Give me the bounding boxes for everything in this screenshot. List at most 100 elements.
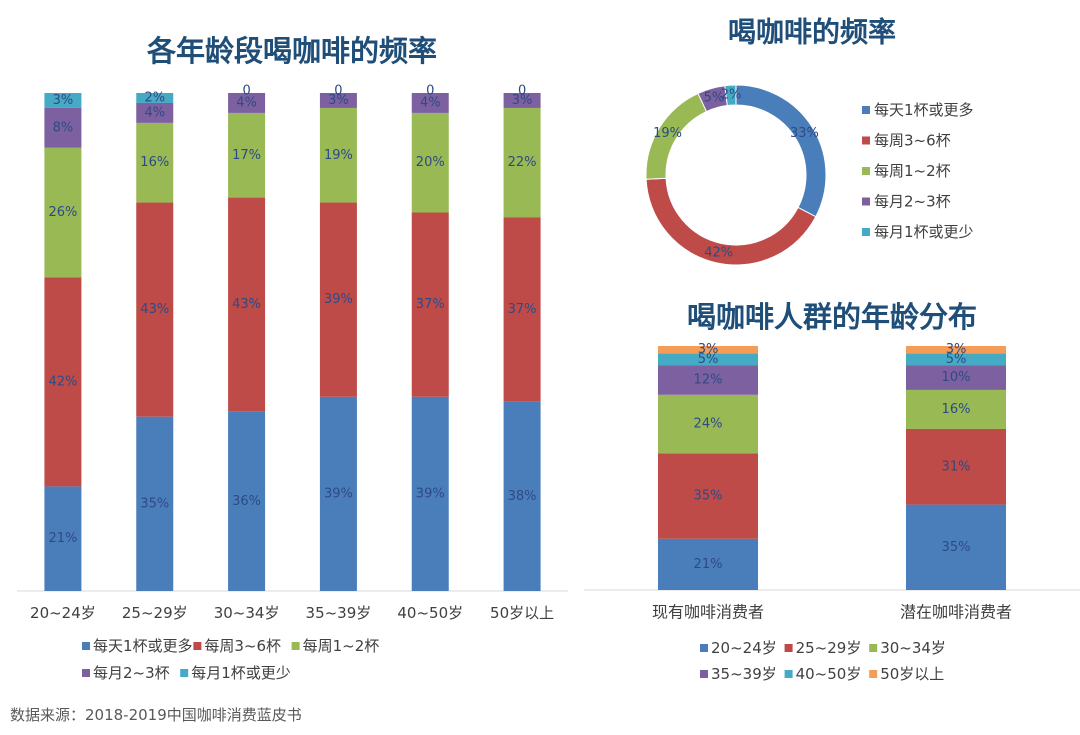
legend-label: 20~24岁: [711, 639, 777, 657]
legend-label: 每月1杯或更少: [191, 664, 291, 682]
bar-segment: [319, 93, 357, 108]
chart-title: 喝咖啡的频率: [728, 16, 896, 49]
bar-segment: [503, 217, 541, 402]
legend-label: 每月2~3杯: [93, 664, 170, 682]
bar-segment: [658, 453, 758, 539]
x-tick-label: 30~34岁: [214, 604, 280, 622]
data-label: 12%: [694, 373, 723, 388]
data-label: 21%: [694, 557, 723, 572]
data-label: 42%: [48, 374, 77, 389]
legend-label: 50岁以上: [880, 665, 944, 683]
legend-swatch: [784, 644, 793, 652]
data-label: 10%: [942, 370, 971, 385]
legend-swatch: [193, 642, 202, 650]
legend-swatch: [862, 167, 870, 175]
bar-segment: [44, 486, 82, 591]
bar-segment: [906, 504, 1006, 590]
data-label: 2%: [144, 90, 165, 105]
legend-swatch: [700, 670, 708, 678]
data-label: 39%: [416, 486, 445, 501]
bar-segment: [136, 102, 174, 123]
bar-segment: [906, 428, 1006, 505]
bar-segment: [503, 93, 541, 108]
donut-label: 42%: [704, 246, 733, 261]
data-label: 3%: [698, 342, 719, 357]
bar-segment: [503, 107, 541, 218]
data-label: 35%: [694, 489, 723, 504]
bar-segment: [319, 396, 357, 591]
legend-label: 40~50岁: [796, 665, 862, 683]
chart-title: 各年龄段喝咖啡的频率: [146, 34, 437, 68]
data-label: 20%: [416, 155, 445, 170]
x-tick-label: 20~24岁: [30, 604, 96, 622]
donut-label: 5%: [704, 91, 725, 106]
source-note: 数据来源：2018-2019中国咖啡消费蓝皮书: [10, 706, 302, 724]
bar-segment: [411, 212, 449, 397]
legend-swatch: [862, 136, 870, 145]
legend-label: 每周1~2杯: [303, 637, 380, 655]
data-label: 3%: [53, 93, 74, 108]
donut-slice: [724, 84, 737, 107]
x-tick-label: 50岁以上: [490, 604, 554, 622]
legend-label: 每周3~6杯: [204, 637, 281, 655]
legend-swatch: [862, 228, 870, 236]
data-label: 3%: [512, 93, 533, 108]
legend-label: 每周3~6杯: [874, 132, 951, 150]
legend-label: 25~29岁: [796, 639, 862, 657]
bar-segment: [906, 389, 1006, 429]
chart-title: 喝咖啡人群的年龄分布: [687, 300, 977, 334]
data-label: 4%: [144, 105, 165, 120]
bar-segment: [319, 107, 357, 203]
donut-label: 19%: [653, 126, 682, 141]
legend-swatch: [82, 669, 90, 677]
data-label: 37%: [416, 297, 445, 312]
bar-segment: [44, 93, 82, 108]
legend-label: 每月2~3杯: [874, 193, 951, 211]
legend-label: 每周1~2杯: [874, 162, 951, 180]
bar-segment: [136, 93, 174, 103]
bar-segment: [658, 538, 758, 590]
data-label: 38%: [508, 489, 537, 504]
bar-segment: [906, 346, 1006, 354]
data-label: 3%: [946, 342, 967, 357]
overall-frequency-chart: 喝咖啡的频率 33% 42% 19% 5%2% 每天1杯或更多每周3~6杯每周1~2杯每月…: [645, 16, 974, 266]
donut-label: 2%: [721, 88, 742, 103]
bar-segment: [44, 277, 82, 487]
data-label: 4%: [420, 95, 441, 110]
x-tick-label: 35~39岁: [306, 604, 372, 622]
x-tick-label: 25~29岁: [122, 604, 188, 622]
bar-segment: [658, 353, 758, 366]
data-label: 16%: [942, 402, 971, 417]
legend-swatch: [862, 197, 870, 206]
data-label: 39%: [324, 292, 353, 307]
bar-segment: [411, 396, 449, 591]
bar-segment: [503, 401, 541, 591]
legend-label: 每天1杯或更多: [874, 101, 974, 119]
data-label: 0: [242, 84, 250, 99]
bar-segment: [411, 112, 449, 213]
data-label: 22%: [508, 155, 537, 170]
bar-segment: [228, 411, 266, 591]
bar-segment: [228, 197, 266, 412]
legend-label: 35~39岁: [711, 665, 777, 683]
legend-label: 每天1杯或更多: [93, 637, 193, 655]
legend-swatch: [291, 642, 300, 650]
data-label: 17%: [232, 148, 261, 163]
data-label: 21%: [48, 531, 77, 546]
bar-segment: [44, 147, 82, 278]
data-label: 16%: [140, 155, 169, 170]
donut-label: 33%: [790, 126, 819, 141]
bar-segment: [136, 122, 174, 203]
bar-segment: [228, 93, 266, 113]
data-label: 19%: [324, 148, 353, 163]
legend-swatch: [862, 106, 870, 114]
bar-segment: [228, 112, 266, 198]
data-label: 3%: [328, 93, 349, 108]
bar-segment: [658, 394, 758, 454]
consumer-age-chart: 喝咖啡人群的年龄分布21%35%24%12%5%3%现有咖啡消费者35%31%1…: [584, 300, 1080, 683]
x-tick-label: 潜在咖啡消费者: [900, 603, 1012, 622]
legend-label: 30~34岁: [880, 639, 946, 657]
data-label: 35%: [942, 540, 971, 555]
bar-segment: [319, 202, 357, 397]
